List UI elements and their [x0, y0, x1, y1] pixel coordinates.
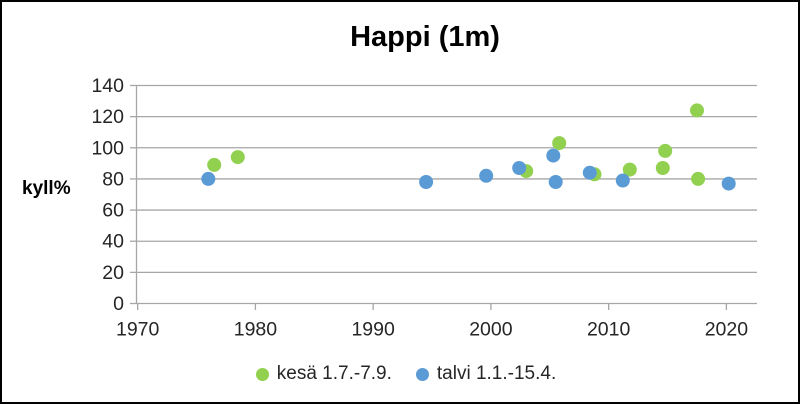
legend: kesä 1.7.-7.9. talvi 1.1.-15.4. [8, 363, 798, 385]
data-point-kesa [230, 150, 245, 165]
data-point-kesa [207, 157, 222, 172]
data-point-kesa [655, 161, 670, 175]
y-tick-label-40: 40 [102, 231, 124, 253]
y-tick-label-60: 60 [102, 200, 124, 222]
y-axis-title: kyll% [22, 178, 71, 199]
data-point-talvi [479, 168, 494, 183]
data-point-kesa [552, 136, 567, 151]
x-tick-label-1980: 1980 [234, 319, 278, 341]
data-point-talvi [615, 173, 630, 188]
data-point-talvi [512, 161, 527, 175]
data-point-talvi [419, 175, 434, 189]
x-tick-label-2000: 2000 [469, 319, 513, 341]
data-point-kesa [691, 171, 706, 186]
x-tick-label-2020: 2020 [705, 319, 749, 341]
legend-marker-kesa-icon [255, 367, 269, 381]
data-point-kesa [622, 162, 637, 177]
y-tick-label-140: 140 [91, 75, 124, 97]
y-tick-label-100: 100 [91, 137, 124, 159]
data-point-talvi [201, 171, 216, 186]
data-point-talvi [582, 165, 597, 180]
data-point-talvi [548, 175, 563, 189]
y-tick-label-80: 80 [102, 168, 124, 190]
x-tick-label-1970: 1970 [116, 319, 160, 341]
y-tick-label-120: 120 [91, 106, 124, 128]
data-point-kesa [690, 103, 704, 118]
data-point-talvi [721, 176, 736, 191]
legend-item-talvi: talvi 1.1.-15.4. [415, 363, 557, 385]
legend-item-kesa: kesä 1.7.-7.9. [255, 363, 392, 385]
data-point-kesa [658, 143, 673, 158]
chart-title: Happi (1m) [350, 21, 500, 53]
legend-marker-talvi-icon [415, 367, 429, 381]
legend-label-talvi: talvi 1.1.-15.4. [436, 363, 557, 384]
y-tick-label-0: 0 [113, 293, 124, 315]
x-tick-label-2010: 2010 [587, 319, 631, 341]
y-tick-label-20: 20 [102, 262, 124, 284]
legend-label-kesa: kesä 1.7.-7.9. [276, 363, 392, 384]
x-tick-label-1990: 1990 [351, 319, 395, 341]
data-point-talvi [546, 148, 561, 163]
